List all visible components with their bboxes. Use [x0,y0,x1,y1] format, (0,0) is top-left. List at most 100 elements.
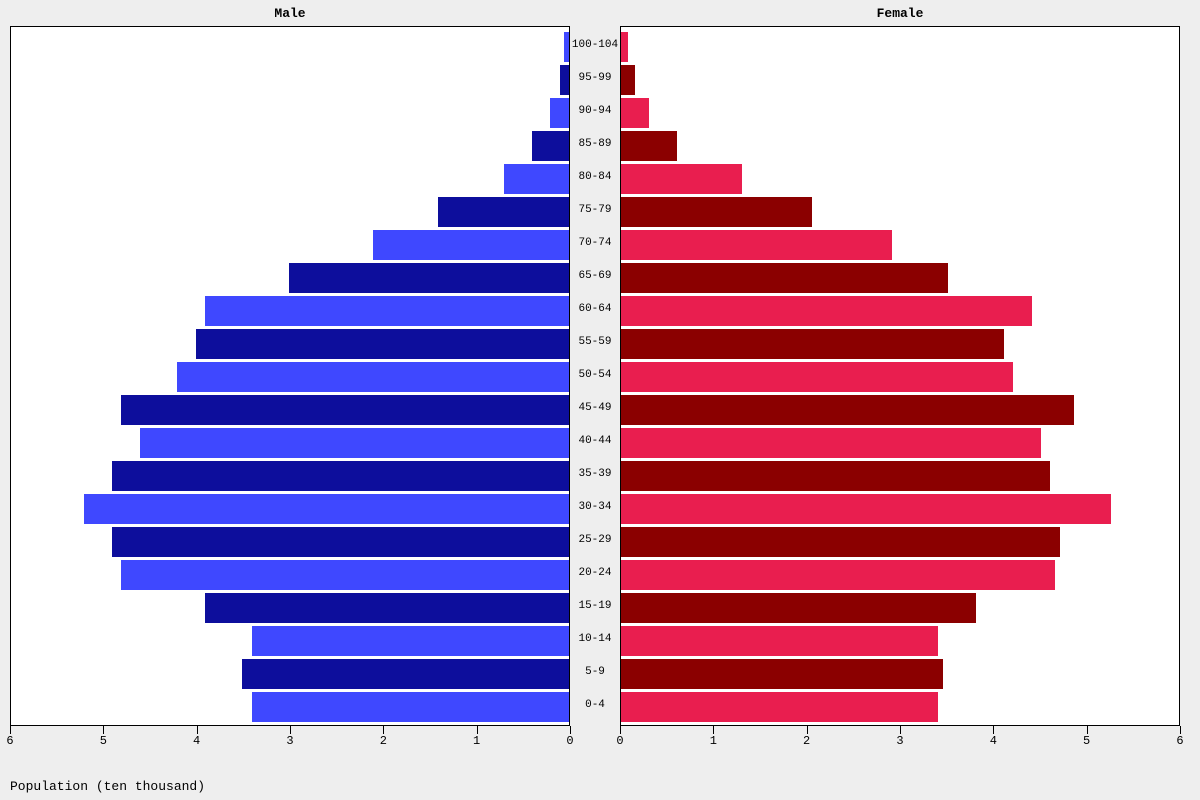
male-bar [205,593,569,623]
axis-tick [993,726,994,734]
female-bar [621,296,1032,326]
axis-tick-label: 2 [787,734,827,748]
axis-tick [900,726,901,734]
female-title: Female [620,6,1180,21]
female-bar [621,692,938,722]
female-bar [621,395,1074,425]
male-plot-area [10,26,570,726]
female-bar [621,659,943,689]
axis-tick-label: 6 [0,734,30,748]
axis-tick-label: 2 [363,734,403,748]
axis-tick [713,726,714,734]
female-bar [621,494,1111,524]
age-label: 35-39 [570,458,620,491]
male-bar [560,65,569,95]
female-bar [621,329,1004,359]
age-label: 50-54 [570,359,620,392]
axis-tick-label: 4 [973,734,1013,748]
male-bar [373,230,569,260]
male-bar [196,329,569,359]
age-label: 60-64 [570,293,620,326]
female-bar [621,131,677,161]
axis-tick-label: 5 [83,734,123,748]
male-bar [121,560,569,590]
axis-tick [290,726,291,734]
age-label: 20-24 [570,557,620,590]
male-bar [121,395,569,425]
age-label: 90-94 [570,95,620,128]
age-label: 65-69 [570,260,620,293]
age-label: 30-34 [570,491,620,524]
female-bar [621,593,976,623]
female-bar [621,197,812,227]
male-bar [112,527,569,557]
male-bar [252,626,569,656]
male-bar [550,98,569,128]
male-bar [438,197,569,227]
female-bar [621,560,1055,590]
axis-tick [10,726,11,734]
axis-tick-label: 3 [880,734,920,748]
female-bar [621,461,1050,491]
age-label: 5-9 [570,656,620,689]
x-axis-caption: Population (ten thousand) [10,779,205,794]
age-label: 25-29 [570,524,620,557]
male-bar [289,263,569,293]
male-bar [140,428,569,458]
age-label: 80-84 [570,161,620,194]
axis-tick-label: 4 [177,734,217,748]
female-x-axis: 0123456 [620,726,1180,756]
axis-tick [477,726,478,734]
age-label: 0-4 [570,689,620,722]
axis-tick [620,726,621,734]
female-bar [621,362,1013,392]
axis-tick [197,726,198,734]
male-bar [205,296,569,326]
female-bar [621,263,948,293]
female-bar [621,164,742,194]
male-bar [84,494,569,524]
age-label: 40-44 [570,425,620,458]
axis-tick [1180,726,1181,734]
female-bar [621,428,1041,458]
age-label: 70-74 [570,227,620,260]
male-bar [112,461,569,491]
titles-row: Male Female [0,0,1200,26]
age-label: 75-79 [570,194,620,227]
male-bar [504,164,569,194]
axis-tick [103,726,104,734]
age-label: 45-49 [570,392,620,425]
age-label-column: 100-10495-9990-9485-8980-8475-7970-7465-… [570,26,620,726]
axis-tick-label: 6 [1160,734,1200,748]
axis-tick-label: 3 [270,734,310,748]
age-label: 100-104 [570,29,620,62]
female-bar [621,65,635,95]
male-bar [564,32,569,62]
axis-tick-label: 0 [600,734,640,748]
axis-tick-label: 1 [457,734,497,748]
age-label: 15-19 [570,590,620,623]
age-label: 95-99 [570,62,620,95]
age-label: 85-89 [570,128,620,161]
axis-tick [1087,726,1088,734]
male-title: Male [10,6,570,21]
male-x-axis: 6543210 [10,726,570,756]
axis-tick [570,726,571,734]
male-bar [252,692,569,722]
female-plot-area [620,26,1180,726]
male-bar [177,362,569,392]
male-bar [532,131,569,161]
female-bar [621,32,628,62]
axis-tick [807,726,808,734]
female-bar [621,527,1060,557]
axis-tick-label: 0 [550,734,590,748]
axis-tick-label: 5 [1067,734,1107,748]
female-bar [621,98,649,128]
axis-tick [383,726,384,734]
male-bar [242,659,569,689]
population-pyramid: Male Female 100-10495-9990-9485-8980-847… [0,0,1200,800]
female-bar [621,230,892,260]
female-bar [621,626,938,656]
axis-tick-label: 1 [693,734,733,748]
age-label: 55-59 [570,326,620,359]
